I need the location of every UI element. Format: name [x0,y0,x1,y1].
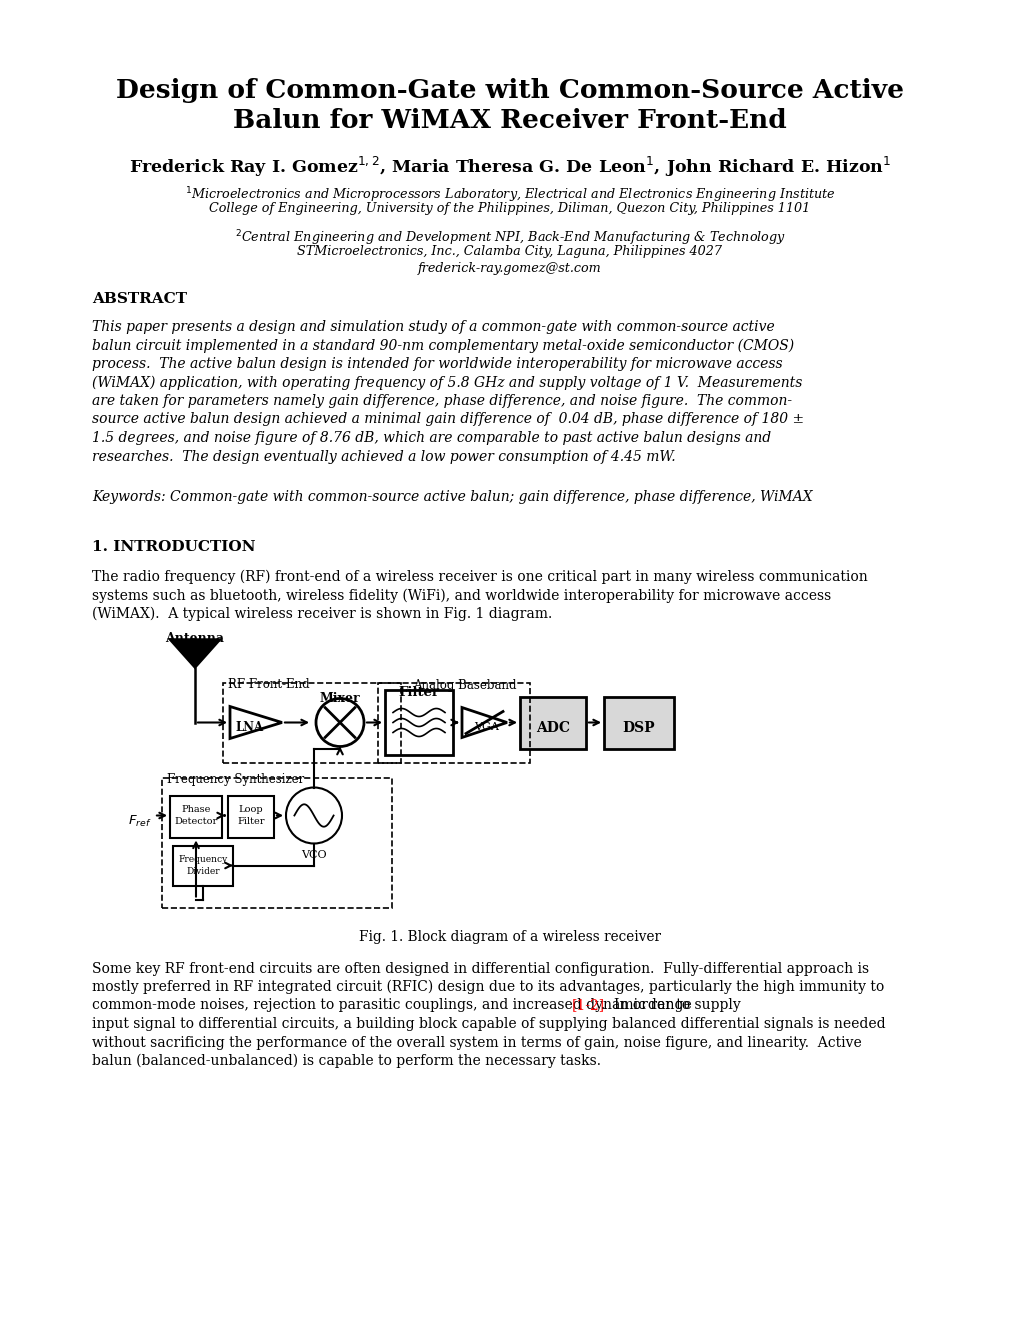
Text: balun circuit implemented in a standard 90-nm complementary metal-oxide semicond: balun circuit implemented in a standard … [92,338,794,352]
Text: [1-2]: [1-2] [571,998,604,1012]
Text: Antenna: Antenna [165,631,224,644]
Bar [173,846,232,886]
Text: Keywords: Common-gate with common-source active balun; gain difference, phase di: Keywords: Common-gate with common-source… [92,490,812,504]
Text: source active balun design achieved a minimal gain difference of  0.04 dB, phase: source active balun design achieved a mi… [92,412,803,426]
Text: common-mode noises, rejection to parasitic couplings, and increased dynamic rang: common-mode noises, rejection to parasit… [92,998,695,1012]
Polygon shape [170,639,220,668]
Text: VCO: VCO [301,850,326,859]
Text: Fig. 1. Block diagram of a wireless receiver: Fig. 1. Block diagram of a wireless rece… [359,929,660,944]
Text: (WiMAX) application, with operating frequency of 5.8 GHz and supply voltage of 1: (WiMAX) application, with operating freq… [92,375,802,389]
Text: frederick-ray.gomez@st.com: frederick-ray.gomez@st.com [418,261,601,275]
Text: Analog Baseband: Analog Baseband [413,678,516,692]
Text: This paper presents a design and simulation study of a common-gate with common-s: This paper presents a design and simulat… [92,319,774,334]
Text: Mixer: Mixer [319,693,360,705]
Text: Loop: Loop [238,805,263,814]
Circle shape [316,698,364,747]
Text: Frequency: Frequency [178,855,227,865]
Text: Balun for WiMAX Receiver Front-End: Balun for WiMAX Receiver Front-End [233,108,786,133]
Polygon shape [462,708,506,738]
Text: VGA: VGA [474,722,498,731]
Text: $F_{ref}$: $F_{ref}$ [128,814,152,829]
Text: Detector: Detector [174,817,217,826]
Text: Design of Common-Gate with Common-Source Active: Design of Common-Gate with Common-Source… [116,78,903,103]
Bar [228,796,274,837]
Text: Filter: Filter [398,686,439,700]
Text: researches.  The design eventually achieved a low power consumption of 4.45 mW.: researches. The design eventually achiev… [92,450,675,463]
Text: mostly preferred in RF integrated circuit (RFIC) design due to its advantages, p: mostly preferred in RF integrated circui… [92,979,883,994]
Text: STMicroelectronics, Inc., Calamba City, Laguna, Philippines 4027: STMicroelectronics, Inc., Calamba City, … [298,246,721,257]
Text: $^{2}$Central Engineering and Development NPI, Back-End Manufacturing & Technolo: $^{2}$Central Engineering and Developmen… [234,228,785,248]
Text: Some key RF front-end circuits are often designed in differential configuration.: Some key RF front-end circuits are often… [92,961,868,975]
Bar [520,697,586,748]
Bar [170,796,222,837]
Polygon shape [229,706,281,738]
Text: Frederick Ray I. Gomez$^{1,2}$, Maria Theresa G. De Leon$^{1}$, John Richard E. : Frederick Ray I. Gomez$^{1,2}$, Maria Th… [128,154,891,180]
Text: $^{1}$Microelectronics and Microprocessors Laboratory, Electrical and Electronic: $^{1}$Microelectronics and Microprocesso… [184,185,835,205]
Text: (WiMAX).  A typical wireless receiver is shown in Fig. 1 diagram.: (WiMAX). A typical wireless receiver is … [92,607,551,622]
Text: without sacrificing the performance of the overall system in terms of gain, nois: without sacrificing the performance of t… [92,1035,861,1049]
Text: 1.5 degrees, and noise figure of 8.76 dB, which are comparable to past active ba: 1.5 degrees, and noise figure of 8.76 dB… [92,432,770,445]
Bar [162,777,391,908]
Text: 1. INTRODUCTION: 1. INTRODUCTION [92,540,255,554]
Bar [384,690,452,755]
Text: process.  The active balun design is intended for worldwide interoperability for: process. The active balun design is inte… [92,356,782,371]
Text: Phase: Phase [181,805,211,814]
Bar [603,697,674,748]
Text: input signal to differential circuits, a building block capable of supplying bal: input signal to differential circuits, a… [92,1016,884,1031]
Text: LNA: LNA [235,721,264,734]
Text: Filter: Filter [237,817,265,826]
Bar [223,682,400,763]
Text: RF Front-End: RF Front-End [228,678,310,692]
Bar [378,682,530,763]
Circle shape [285,788,341,843]
Text: ABSTRACT: ABSTRACT [92,292,186,306]
Text: Frequency Synthesizer: Frequency Synthesizer [167,774,304,787]
Text: .  In order to supply: . In order to supply [600,998,740,1012]
Text: are taken for parameters namely gain difference, phase difference, and noise fig: are taken for parameters namely gain dif… [92,393,792,408]
Text: DSP: DSP [622,721,654,734]
Text: Divider: Divider [186,867,220,876]
Text: The radio frequency (RF) front-end of a wireless receiver is one critical part i: The radio frequency (RF) front-end of a … [92,570,867,585]
Text: balun (balanced-unbalanced) is capable to perform the necessary tasks.: balun (balanced-unbalanced) is capable t… [92,1053,600,1068]
Text: College of Engineering, University of the Philippines, Diliman, Quezon City, Phi: College of Engineering, University of th… [209,202,810,215]
Text: systems such as bluetooth, wireless fidelity (WiFi), and worldwide interoperabil: systems such as bluetooth, wireless fide… [92,589,830,603]
Text: ADC: ADC [535,721,570,734]
